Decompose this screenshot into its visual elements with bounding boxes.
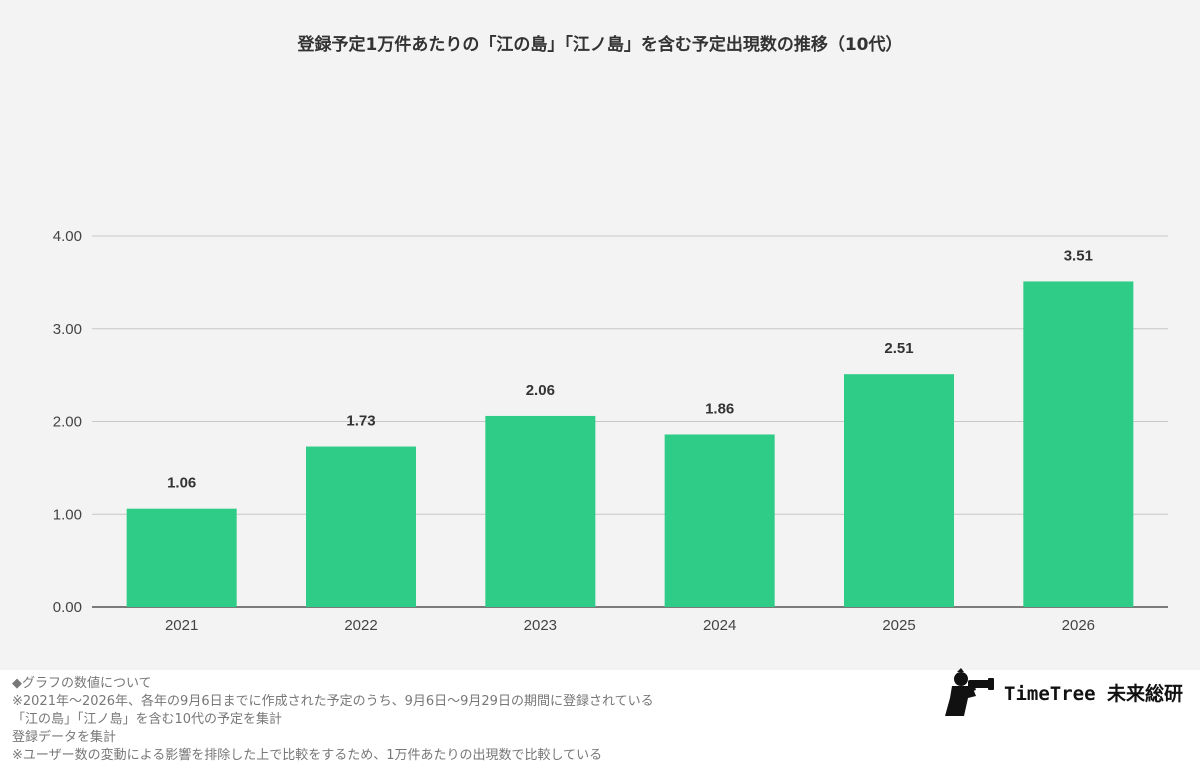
data-label: 1.06 — [167, 475, 196, 492]
y-tick-label: 3.00 — [53, 321, 82, 338]
note-line: 「江の島」「江ノ島」を含む10代の予定を集計 — [12, 712, 283, 727]
y-tick-label: 4.00 — [53, 228, 82, 245]
chart-notes: ◆グラフの数値について ※2021年〜2026年、各年の9月6日までに作成された… — [12, 675, 654, 765]
timetree-logo: TimeTree 未来総研 — [942, 666, 1192, 718]
note-line: 登録データを集計 — [12, 730, 117, 745]
photographer-silhouette-icon — [945, 668, 994, 716]
note-line: ※2021年〜2026年、各年の9月6日までに作成された予定のうち、9月6日〜9… — [12, 694, 654, 709]
bar — [126, 508, 237, 607]
data-label: 2.51 — [884, 340, 913, 357]
bar — [664, 434, 775, 607]
chart-panel: 登録予定1万件あたりの「江の島」「江ノ島」を含む予定出現数の推移（10代） 0.… — [0, 0, 1200, 670]
note-heading: ◆グラフの数値について — [12, 676, 152, 691]
bar — [485, 415, 596, 607]
bar-chart: 0.00 1.00 2.00 3.00 4.00 1.06 2021 1.73 2022 2.06… — [53, 228, 1168, 634]
x-tick-label: 2022 — [344, 617, 377, 634]
x-tick-label: 2024 — [703, 617, 736, 634]
note-line: ※ユーザー数の変動による影響を排除した上で比較をするため、1万件あたりの出現数で… — [12, 748, 603, 763]
data-label: 3.51 — [1064, 247, 1093, 264]
data-label: 1.73 — [346, 413, 375, 430]
bar — [844, 374, 954, 607]
x-tick-label: 2021 — [165, 617, 198, 634]
data-label: 1.86 — [705, 400, 734, 417]
y-tick-label: 1.00 — [53, 506, 82, 523]
x-tick-label: 2026 — [1062, 617, 1095, 634]
data-label: 2.06 — [526, 382, 555, 399]
chart-title: 登録予定1万件あたりの「江の島」「江ノ島」を含む予定出現数の推移（10代） — [297, 35, 903, 55]
x-tick-label: 2023 — [524, 617, 557, 634]
y-tick-label: 0.00 — [53, 599, 82, 616]
bar — [306, 446, 416, 607]
y-tick-label: 2.00 — [53, 414, 82, 431]
logo-text: TimeTree 未来総研 — [1004, 683, 1183, 705]
bar — [1023, 281, 1134, 607]
x-tick-label: 2025 — [882, 617, 915, 634]
